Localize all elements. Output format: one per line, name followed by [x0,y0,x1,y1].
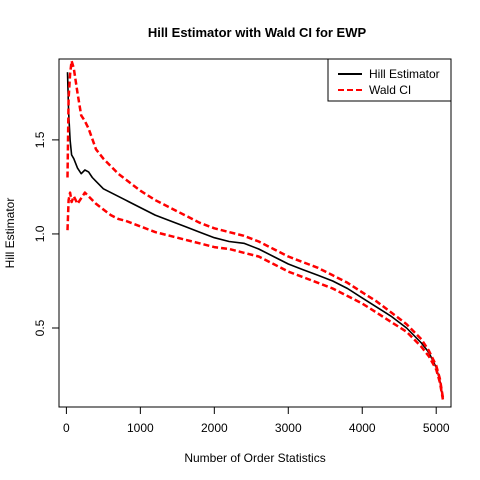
x-tick-label: 0 [63,421,70,435]
x-tick-label: 4000 [349,421,376,435]
chart-title: Hill Estimator with Wald CI for EWP [148,25,367,40]
legend: Hill Estimator Wald CI [327,58,452,102]
series-line-hill-estimator [66,72,444,398]
x-tick-label: 2000 [201,421,228,435]
x-tick-label: 1000 [127,421,154,435]
y-tick-label: 1.0 [33,225,47,242]
y-axis: 0.5 1.0 1.5 [33,131,60,336]
legend-label-wald-ci: Wald CI [369,83,411,97]
x-axis: 0 1000 2000 3000 4000 5000 [63,406,450,435]
x-tick-label: 5000 [423,421,450,435]
plot-box [58,58,452,408]
series-line-wald-ci-lower [66,191,445,400]
x-axis-label: Number of Order Statistics [184,451,325,465]
y-tick-label: 1.5 [33,131,47,148]
legend-label-hill-estimator: Hill Estimator [369,67,440,81]
x-tick-label: 3000 [275,421,302,435]
plot-lines [66,59,445,400]
y-tick-label: 0.5 [33,319,47,336]
series-line-wald-ci [66,59,445,398]
legend-box [327,58,452,102]
y-axis-label: Hill Estimator [3,198,17,269]
